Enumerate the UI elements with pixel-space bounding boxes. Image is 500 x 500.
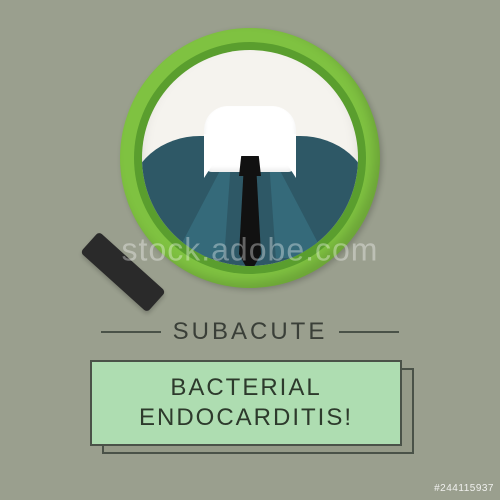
caption-block: Subacute Bacterial Endocarditis! (0, 318, 500, 456)
title-line-1: Subacute (173, 318, 328, 346)
businessman-suit (142, 106, 358, 266)
title-row: Subacute (0, 318, 500, 346)
magnifying-glass (120, 28, 380, 288)
magnifier-glass (142, 50, 358, 266)
necktie (239, 156, 261, 266)
rule-left (101, 331, 161, 333)
title-line-2: Bacterial Endocarditis! (98, 373, 394, 433)
title-box: Bacterial Endocarditis! (90, 360, 410, 456)
rule-right (339, 331, 399, 333)
magnifier-ring (120, 28, 380, 288)
stock-id-text: #244115937 (434, 483, 494, 494)
title-box-front: Bacterial Endocarditis! (90, 360, 402, 446)
